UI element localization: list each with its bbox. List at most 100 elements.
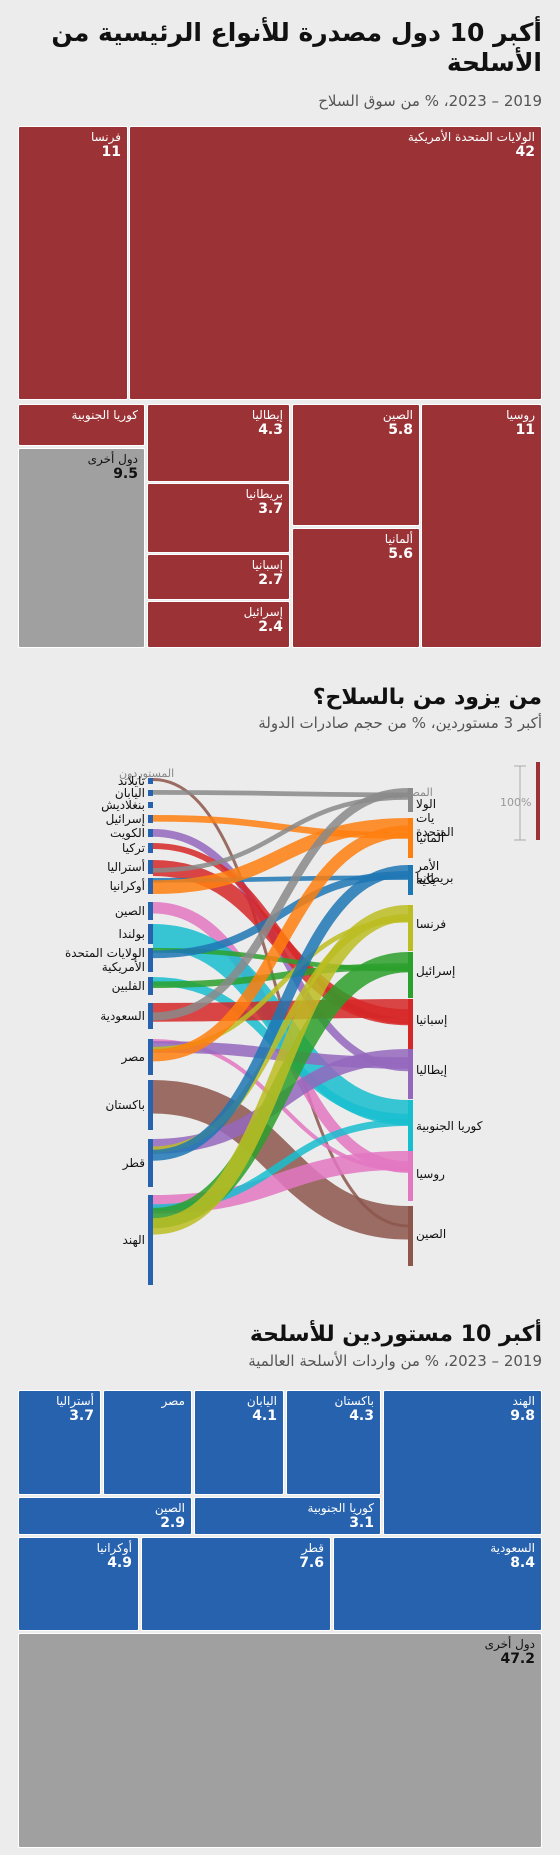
importer-label: تركيا	[122, 841, 145, 856]
exporter-label: كوريا الجنوبية	[416, 1119, 483, 1134]
importer-label: الأمريكية	[102, 959, 145, 975]
exporter-label: بريطانيا	[416, 871, 453, 886]
importers-header: المستوردون	[119, 767, 174, 780]
exporter-node	[408, 952, 413, 998]
importer-node	[148, 1003, 153, 1029]
exporter-node	[408, 1100, 413, 1156]
treemap-tile: إيطاليا 4.3	[147, 404, 290, 482]
treemap-tile: مصر	[103, 1390, 192, 1495]
exporter-label: إسرائيل	[416, 964, 455, 979]
importer-label: السعودية	[100, 1009, 145, 1024]
importer-node	[148, 843, 153, 853]
treemap-tile-label: إيطاليا	[251, 408, 283, 422]
treemap-tile: كوريا الجنوبية 3.1	[194, 1497, 381, 1535]
importer-label: تايلاند	[118, 774, 145, 788]
importer-label: الولايات المتحدة	[65, 946, 145, 961]
importer-node	[148, 977, 153, 995]
importer-label: الفلبين	[112, 979, 145, 994]
treemap-tile-value: 3.7	[258, 501, 283, 517]
sankey-flow	[152, 815, 409, 839]
exporters-title-line2: الأسلحة	[446, 48, 542, 77]
treemap-tile-label: الولايات المتحدة الأمريكية	[407, 130, 535, 144]
treemap-tile: الصين 2.9	[18, 1497, 192, 1535]
treemap-tile: دول أخرى 9.5	[18, 448, 145, 648]
treemap-tile-value: 2.9	[160, 1515, 185, 1531]
importer-label: بنغلاديش	[101, 798, 145, 813]
suppliers-title: من يزود من بالسلاح؟	[312, 685, 542, 710]
treemap-tile-value: 3.7	[69, 1408, 94, 1424]
treemap-tile: دول أخرى 47.2	[18, 1633, 542, 1848]
importer-label: الكويت	[110, 826, 145, 841]
treemap-tile-label: كوريا الجنوبية	[307, 1501, 374, 1515]
treemap-tile-label: دول أخرى	[87, 452, 138, 466]
exporters-title: أكبر 10 دول مصدرة للأنواع الرئيسية من ال…	[18, 18, 542, 78]
treemap-tile: الولايات المتحدة الأمريكية 42	[129, 126, 542, 400]
importers-subtitle: 2019 – 2023، % من واردات الأسلحة العالمي…	[248, 1352, 542, 1370]
exporter-label: ألمانيا	[416, 830, 444, 845]
suppliers-subtitle: أكبر 3 مستوردين، % من حجم صادرات الدولة	[258, 714, 542, 732]
exporter-label: إسبانيا	[416, 1013, 447, 1027]
treemap-tile-label: أستراليا	[56, 1394, 94, 1408]
treemap-tile-value: 4.1	[252, 1408, 277, 1424]
sankey-flow	[152, 825, 409, 1062]
exporter-node	[408, 865, 413, 895]
treemap-tile-label: كوريا الجنوبية	[71, 408, 138, 422]
treemap-tile-label: باكستان	[334, 1394, 374, 1408]
treemap-tile-value: 4.3	[349, 1408, 374, 1424]
treemap-tile-label: مصر	[161, 1394, 185, 1408]
treemap-tile-label: إسبانيا	[251, 558, 283, 572]
treemap-tile-value: 11	[515, 422, 535, 438]
exporter-label: فرنسا	[416, 917, 446, 932]
importer-node	[148, 1195, 153, 1285]
treemap-tile: روسيا 11	[421, 404, 542, 648]
treemap-tile-value: 3.1	[349, 1515, 374, 1531]
treemap-tile: أوكرانيا 4.9	[18, 1537, 139, 1631]
exporter-label: الولا	[416, 797, 436, 812]
treemap-tile: بريطانيا 3.7	[147, 483, 290, 553]
exporter-label: يكية	[416, 873, 436, 887]
importer-node	[148, 829, 153, 837]
treemap-tile-value: 11	[101, 144, 121, 160]
treemap-tile-label: السعودية	[490, 1541, 535, 1555]
treemap-tile-value: 4.9	[107, 1555, 132, 1571]
sankey-flow	[152, 818, 409, 895]
importer-node	[148, 1039, 153, 1075]
treemap-tile-label: قطر	[301, 1541, 324, 1555]
treemap-tile-label: أوكرانيا	[96, 1541, 132, 1555]
treemap-tile: كوريا الجنوبية	[18, 404, 145, 446]
treemap-tile-value: 5.8	[388, 422, 413, 438]
sankey-flow	[152, 1080, 409, 1240]
exporter-node	[408, 818, 413, 858]
importer-label: قطر	[122, 1156, 145, 1171]
importer-label: باكستان	[105, 1098, 145, 1112]
suppliers-sankey-chart: المستوردونالمصدرونتايلانداليابانبنغلاديش…	[65, 762, 540, 1285]
importer-node	[148, 790, 153, 796]
importer-label: الصين	[115, 904, 145, 919]
treemap-tile-value: 47.2	[500, 1651, 535, 1667]
treemap-tile-value: 9.5	[113, 466, 138, 482]
treemap-tile-label: الصين	[382, 408, 413, 422]
treemap-tile: ألمانيا 5.6	[292, 528, 420, 648]
importer-node	[148, 1139, 153, 1187]
treemap-tile: فرنسا 11	[18, 126, 128, 400]
importer-node	[148, 878, 153, 894]
treemap-tile-value: 42	[515, 144, 535, 160]
importer-node	[148, 924, 153, 944]
importer-node	[148, 802, 153, 808]
exporter-label: الأمر	[415, 858, 439, 874]
treemap-tile: السعودية 8.4	[333, 1537, 542, 1631]
exporter-label: الصين	[416, 1227, 446, 1242]
importer-node	[148, 902, 153, 920]
importer-node	[148, 1080, 153, 1130]
treemap-tile-value: 4.3	[258, 422, 283, 438]
exporter-node	[408, 788, 413, 812]
exporter-node	[408, 1206, 413, 1266]
treemap-tile-label: دول أخرى	[484, 1637, 535, 1651]
sankey-flow	[152, 865, 409, 1161]
treemap-tile-label: روسيا	[506, 408, 535, 422]
exporter-node	[408, 999, 413, 1049]
treemap-tile: الهند 9.8	[383, 1390, 542, 1535]
treemap-tile: إسرائيل 2.4	[147, 601, 290, 648]
treemap-tile: الصين 5.8	[292, 404, 420, 526]
exporter-label: روسيا	[416, 1167, 445, 1182]
